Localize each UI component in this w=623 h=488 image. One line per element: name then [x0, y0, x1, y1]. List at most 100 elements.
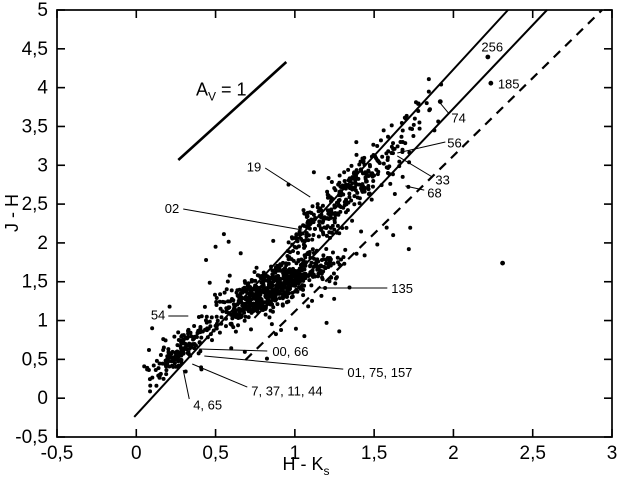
outlier-point: [167, 304, 172, 309]
data-point: [277, 267, 282, 272]
data-point: [282, 275, 287, 280]
data-point: [257, 294, 262, 299]
data-point: [224, 309, 229, 314]
y-tick-label: 3,5: [22, 116, 48, 137]
data-point: [321, 253, 326, 258]
data-point: [329, 197, 334, 202]
data-point: [332, 227, 337, 232]
x-tick-label: 3: [607, 443, 618, 464]
y-tick-label: 5: [37, 0, 48, 21]
data-point: [317, 208, 322, 213]
data-point: [254, 291, 259, 296]
data-point: [259, 284, 264, 289]
data-point: [217, 299, 222, 304]
data-point: [310, 247, 315, 252]
outlier-point: [302, 334, 307, 339]
data-point: [271, 305, 276, 310]
data-point: [301, 242, 306, 247]
annotation-label: 135: [391, 281, 413, 296]
data-point: [248, 301, 253, 306]
data-point: [302, 253, 307, 258]
data-point: [335, 223, 340, 228]
x-tick-label: 1: [290, 443, 301, 464]
data-point: [193, 343, 198, 348]
data-point: [230, 316, 235, 321]
data-point: [204, 320, 209, 325]
data-point: [400, 128, 405, 133]
data-point: [270, 268, 275, 273]
data-point: [275, 302, 280, 307]
data-point: [359, 168, 364, 173]
annotation-pointer-line: [439, 102, 450, 115]
data-point: [231, 311, 236, 316]
data-point: [214, 326, 219, 331]
data-point: [308, 264, 313, 269]
outlier-point: [213, 244, 218, 249]
data-point: [397, 164, 402, 169]
data-point: [353, 178, 358, 183]
data-point: [310, 298, 315, 303]
annotation-pointer-line: [182, 369, 190, 400]
annotation-label: 185: [498, 76, 520, 91]
annotation-label: 56: [447, 135, 461, 150]
annotation-pointer-line: [199, 348, 268, 352]
outlier-point: [381, 128, 386, 133]
data-point: [237, 307, 242, 312]
data-point: [319, 258, 324, 263]
data-point: [268, 302, 273, 307]
annotation-label: 74: [451, 110, 465, 125]
data-point: [231, 325, 236, 330]
data-point: [426, 89, 431, 94]
data-point: [378, 138, 383, 143]
data-point: [219, 315, 224, 320]
data-point: [214, 296, 219, 301]
data-point: [227, 273, 232, 278]
data-point: [223, 324, 228, 329]
data-point: [331, 271, 336, 276]
annotation-label: 19: [247, 160, 261, 175]
data-point: [376, 169, 381, 174]
data-point: [307, 249, 312, 254]
data-point: [264, 287, 269, 292]
data-point: [358, 159, 363, 164]
data-point: [192, 323, 197, 328]
x-tick-label: 2: [448, 443, 459, 464]
data-point: [267, 275, 272, 280]
data-point: [324, 226, 329, 231]
outlier-point: [311, 170, 316, 175]
data-point: [304, 212, 309, 217]
data-point: [350, 187, 355, 192]
y-tick-label: -0,5: [15, 427, 48, 448]
data-point: [166, 347, 171, 352]
data-point: [329, 230, 334, 235]
data-point: [352, 170, 357, 175]
data-point: [319, 268, 324, 273]
data-point: [329, 275, 334, 280]
data-point: [347, 191, 352, 196]
data-point: [300, 231, 305, 236]
data-point: [361, 159, 366, 164]
data-point: [370, 174, 375, 179]
data-point: [176, 363, 181, 368]
data-point: [312, 256, 317, 261]
data-point: [271, 275, 276, 280]
data-point: [286, 261, 291, 266]
data-point: [196, 315, 201, 320]
outlier-point: [161, 337, 166, 342]
data-point: [296, 280, 301, 285]
data-point: [337, 173, 342, 178]
data-point: [146, 367, 151, 372]
data-point: [242, 318, 247, 323]
data-point: [153, 367, 158, 372]
data-point: [215, 318, 220, 323]
data-point: [286, 240, 291, 245]
data-point: [209, 315, 214, 320]
data-point: [292, 279, 297, 284]
y-tick-label: 4,5: [22, 39, 48, 60]
annotation-label: 00, 66: [272, 344, 308, 359]
data-point: [327, 260, 332, 265]
data-point: [357, 196, 362, 201]
data-point: [309, 260, 314, 265]
data-point: [294, 232, 299, 237]
